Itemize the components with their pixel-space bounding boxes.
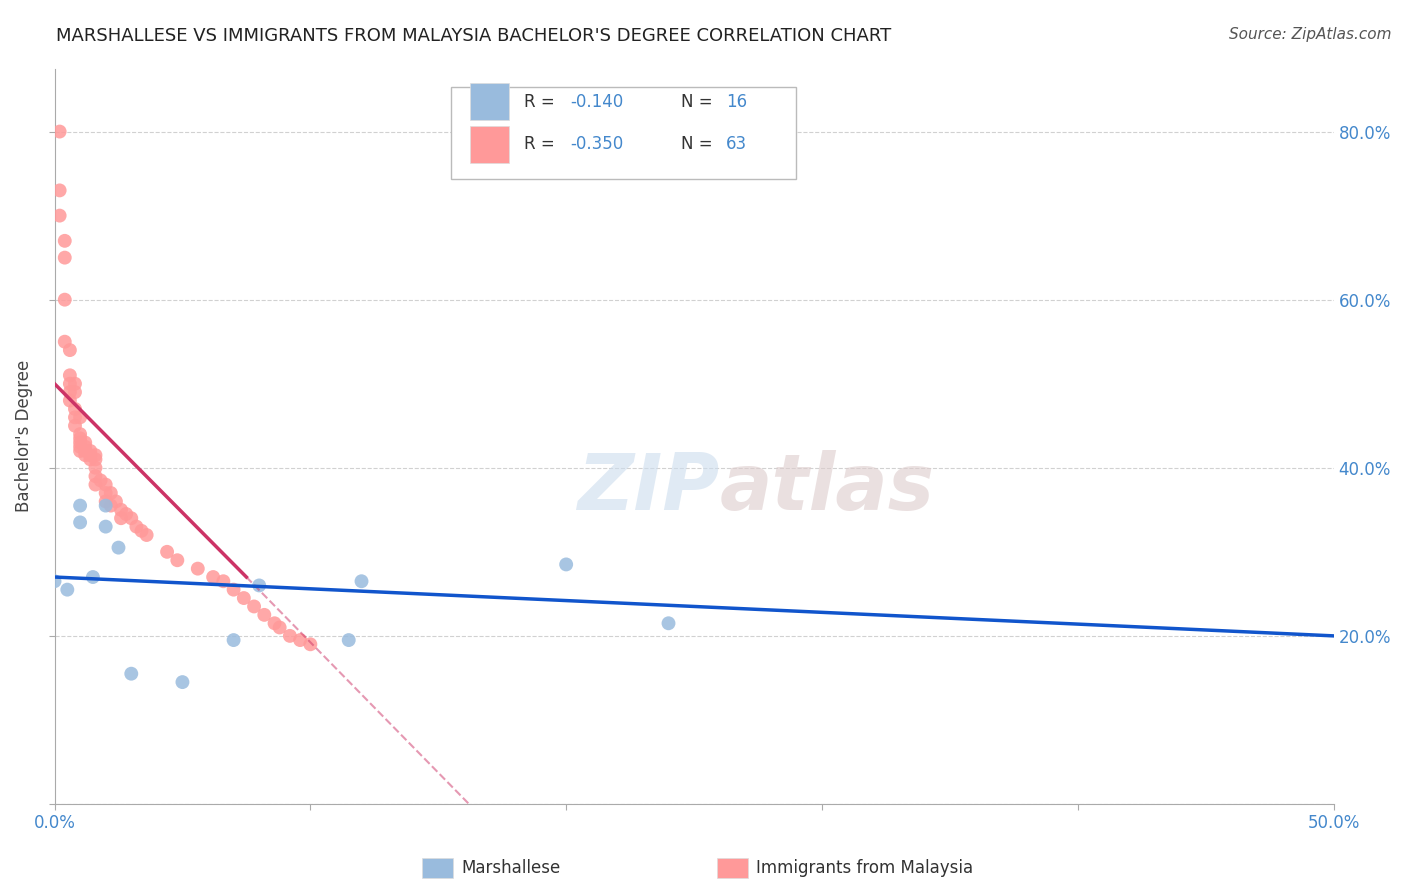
Point — [59, 343, 82, 357]
Text: -0.350: -0.350 — [569, 136, 623, 153]
Point — [100, 486, 122, 500]
Point — [48, 209, 70, 223]
Point — [79, 452, 101, 467]
Text: Immigrants from Malaysia: Immigrants from Malaysia — [756, 859, 973, 877]
Text: R =: R = — [524, 136, 560, 153]
Point — [187, 561, 209, 575]
Point — [125, 519, 148, 533]
Text: 63: 63 — [725, 136, 747, 153]
Point — [657, 616, 679, 631]
Point — [69, 431, 91, 445]
Point — [82, 570, 104, 584]
Point — [48, 183, 70, 197]
FancyBboxPatch shape — [470, 126, 509, 162]
FancyBboxPatch shape — [451, 87, 796, 178]
Point — [53, 251, 76, 265]
Point — [69, 427, 91, 442]
Point — [222, 582, 245, 597]
Point — [84, 469, 107, 483]
Point — [104, 494, 127, 508]
Point — [69, 444, 91, 458]
Point — [63, 410, 86, 425]
Point — [79, 444, 101, 458]
Point — [84, 460, 107, 475]
Y-axis label: Bachelor's Degree: Bachelor's Degree — [15, 360, 32, 512]
Point — [253, 607, 276, 622]
Point — [63, 401, 86, 416]
Point — [53, 334, 76, 349]
Point — [263, 616, 285, 631]
Point — [243, 599, 266, 614]
Point — [166, 553, 188, 567]
Point — [555, 558, 578, 572]
Point — [63, 376, 86, 391]
Point — [247, 578, 270, 592]
Point — [212, 574, 235, 589]
Point — [110, 511, 132, 525]
Text: -0.140: -0.140 — [569, 93, 623, 111]
Text: atlas: atlas — [720, 450, 935, 525]
Point — [75, 444, 97, 458]
Point — [94, 486, 117, 500]
Point — [350, 574, 373, 589]
Point — [63, 418, 86, 433]
Point — [202, 570, 225, 584]
Point — [131, 524, 153, 538]
Point — [75, 448, 97, 462]
Point — [48, 124, 70, 138]
Point — [53, 234, 76, 248]
Point — [278, 629, 301, 643]
Point — [120, 666, 142, 681]
Point — [90, 474, 112, 488]
Point — [269, 620, 291, 634]
Point — [69, 499, 91, 513]
Text: R =: R = — [524, 93, 560, 111]
Text: N =: N = — [682, 136, 718, 153]
Point — [75, 435, 97, 450]
Point — [94, 499, 117, 513]
Point — [69, 410, 91, 425]
Point — [56, 582, 79, 597]
Point — [172, 675, 194, 690]
Point — [69, 435, 91, 450]
Point — [44, 574, 66, 589]
Point — [79, 448, 101, 462]
Point — [59, 385, 82, 400]
Point — [115, 507, 138, 521]
Text: ZIP: ZIP — [578, 450, 720, 525]
Point — [120, 511, 142, 525]
Point — [156, 545, 179, 559]
Point — [53, 293, 76, 307]
Point — [84, 452, 107, 467]
Point — [59, 393, 82, 408]
Point — [84, 448, 107, 462]
FancyBboxPatch shape — [470, 83, 509, 120]
Point — [107, 541, 129, 555]
Point — [94, 519, 117, 533]
Point — [69, 440, 91, 454]
Point — [75, 440, 97, 454]
Point — [135, 528, 157, 542]
Point — [110, 503, 132, 517]
Point — [288, 633, 311, 648]
Text: N =: N = — [682, 93, 718, 111]
Point — [94, 494, 117, 508]
Text: MARSHALLESE VS IMMIGRANTS FROM MALAYSIA BACHELOR'S DEGREE CORRELATION CHART: MARSHALLESE VS IMMIGRANTS FROM MALAYSIA … — [56, 27, 891, 45]
Text: 16: 16 — [725, 93, 747, 111]
Text: Source: ZipAtlas.com: Source: ZipAtlas.com — [1229, 27, 1392, 42]
Point — [100, 499, 122, 513]
Point — [63, 385, 86, 400]
Point — [84, 477, 107, 491]
Point — [59, 376, 82, 391]
Point — [222, 633, 245, 648]
Point — [94, 477, 117, 491]
Point — [69, 516, 91, 530]
Point — [299, 637, 322, 651]
Text: Marshallese: Marshallese — [461, 859, 561, 877]
Point — [232, 591, 254, 605]
Point — [59, 368, 82, 383]
Point — [337, 633, 360, 648]
